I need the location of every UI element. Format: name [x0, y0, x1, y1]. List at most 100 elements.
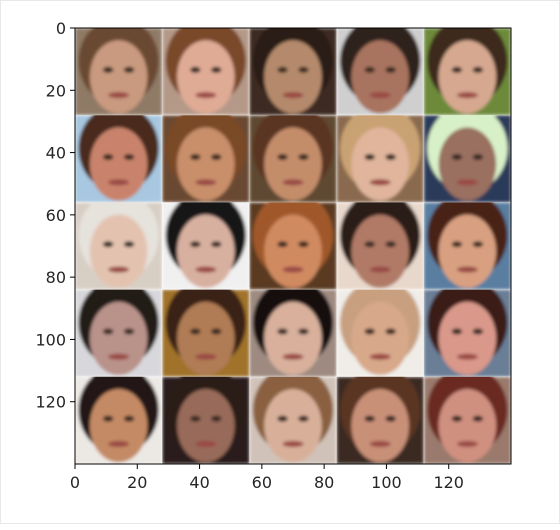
mouth	[108, 440, 130, 447]
x-tick-label: 80	[314, 473, 334, 492]
mouth	[195, 440, 217, 447]
eye-left	[102, 328, 114, 335]
face-shape	[89, 389, 148, 463]
y-tick-label: 20	[46, 81, 66, 100]
eye-left	[364, 241, 375, 248]
mouth	[195, 92, 217, 99]
eye-right	[385, 241, 396, 248]
face-cell	[75, 376, 163, 464]
eye-left	[102, 241, 114, 248]
eye-left	[364, 415, 375, 422]
face-cell	[249, 28, 337, 116]
mouth	[456, 92, 478, 99]
face-shape	[351, 214, 409, 288]
eye-right	[472, 154, 484, 161]
eye-right	[123, 154, 135, 161]
face-shape	[438, 389, 497, 463]
y-tick-label: 100	[35, 330, 66, 349]
face-shape	[177, 127, 235, 201]
y-tick-label: 60	[46, 206, 66, 225]
mouth	[195, 179, 217, 186]
face-cell	[249, 376, 337, 464]
face-shape	[89, 214, 148, 288]
face-cell	[75, 28, 163, 116]
face-cell	[75, 289, 163, 377]
mouth	[456, 353, 478, 360]
image-cells	[75, 28, 511, 464]
eye-right	[298, 415, 309, 422]
face-shape	[351, 127, 409, 201]
eye-left	[190, 154, 201, 161]
eye-left	[190, 328, 201, 335]
eye-right	[211, 241, 222, 248]
eye-left	[277, 241, 288, 248]
eye-right	[385, 328, 396, 335]
eye-right	[211, 154, 222, 161]
face-shape	[177, 389, 235, 463]
mouth	[282, 440, 304, 447]
y-axis: 0 20 40 60 80 100 120	[35, 19, 75, 412]
face-shape	[264, 301, 322, 376]
mouth	[282, 353, 304, 360]
eye-left	[451, 241, 463, 248]
face-cell	[336, 202, 424, 290]
face-cell	[249, 202, 337, 290]
y-tick-label: 120	[35, 393, 66, 412]
face-shape	[177, 40, 235, 114]
eye-left	[364, 154, 375, 161]
eye-left	[277, 415, 288, 422]
x-tick-label: 100	[371, 473, 402, 492]
eye-right	[298, 328, 309, 335]
y-tick-label: 80	[46, 268, 66, 287]
eye-left	[451, 66, 463, 73]
eye-right	[123, 241, 135, 248]
eye-left	[102, 415, 114, 422]
mouth	[108, 92, 130, 99]
eye-right	[472, 328, 484, 335]
face-cell	[162, 376, 250, 464]
face-cell	[423, 28, 511, 116]
eye-right	[385, 415, 396, 422]
eye-left	[451, 154, 463, 161]
face-shape	[177, 301, 235, 376]
eye-left	[102, 66, 114, 73]
mouth	[369, 440, 391, 447]
face-cell	[249, 115, 337, 203]
face-cell	[75, 115, 163, 203]
eye-left	[190, 241, 201, 248]
face-shape	[264, 40, 322, 114]
face-shape	[177, 214, 235, 288]
x-axis: 0 20 40 60 80 100 120	[70, 464, 464, 492]
mouth	[108, 266, 130, 273]
eye-right	[472, 66, 484, 73]
mouth	[456, 266, 478, 273]
face-cell	[162, 28, 250, 116]
x-tick-label: 0	[70, 473, 80, 492]
x-tick-label: 40	[189, 473, 209, 492]
eye-left	[364, 66, 375, 73]
face-cell	[336, 28, 424, 116]
eye-left	[451, 415, 463, 422]
face-cell	[423, 202, 511, 290]
eye-left	[102, 154, 114, 161]
mouth	[282, 179, 304, 186]
face-cell	[336, 115, 424, 203]
eye-left	[277, 154, 288, 161]
face-shape	[264, 389, 322, 463]
face-shape	[89, 40, 148, 114]
face-shape	[351, 301, 409, 376]
face-shape	[264, 214, 322, 288]
face-shape	[438, 301, 497, 376]
mouth	[195, 266, 217, 273]
eye-right	[211, 328, 222, 335]
mouth	[195, 353, 217, 360]
mouth	[108, 353, 130, 360]
mouth	[282, 92, 304, 99]
eye-left	[190, 415, 201, 422]
face-cell	[336, 376, 424, 464]
eye-right	[298, 154, 309, 161]
eye-left	[277, 66, 288, 73]
mouth	[369, 179, 391, 186]
face-cell	[75, 202, 163, 290]
